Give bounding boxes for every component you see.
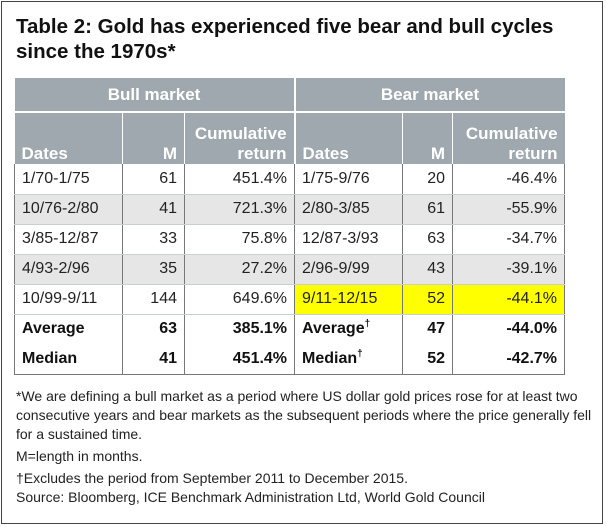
bull-m-cell: 33 (122, 224, 185, 255)
bear-dates-header: Dates (294, 111, 404, 164)
bear-dates-cell: 1/75-9/76 (294, 164, 404, 195)
bear-return-cell: -46.4% (452, 164, 566, 195)
bear-median-return: -42.7% (452, 344, 566, 375)
bear-average-label-cell: Average† (294, 313, 404, 344)
group-header-row: Bull market Bear market (14, 78, 565, 112)
bull-average-m: 63 (122, 313, 185, 344)
bull-return-cell: 721.3% (184, 194, 296, 225)
bear-dates-cell: 2/96-9/99 (294, 254, 404, 285)
bull-m-cell: 144 (122, 284, 185, 315)
gold-cycles-table: Bull market Bear market Dates M Cumulati… (14, 78, 566, 375)
return-header-line1: Cumulative (194, 124, 287, 143)
bull-m-cell: 41 (122, 194, 185, 225)
bear-dates-cell: 2/80-3/85 (294, 194, 404, 225)
bear-average-return: -44.0% (452, 313, 566, 344)
bull-dates-cell: 4/93-2/96 (14, 254, 123, 285)
bull-dates-cell: 10/99-9/11 (14, 284, 123, 315)
bear-return-header: Cumulative return (452, 111, 565, 164)
bull-return-cell: 451.4% (184, 164, 296, 195)
bear-median-label: Median (302, 349, 358, 367)
bull-return-cell: 27.2% (184, 254, 296, 285)
return-header-line2: return (508, 144, 558, 163)
footnote-dagger: †Excludes the period from September 2011… (16, 470, 408, 486)
bear-m-header: M (402, 111, 454, 164)
bull-market-header: Bull market (14, 78, 296, 112)
return-header-line1: Cumulative (465, 124, 558, 143)
average-row: Average 63 385.1% Average† 47 -44.0% (14, 313, 566, 344)
bull-return-cell: 75.8% (184, 224, 296, 255)
bear-m-cell-highlighted: 52 (402, 284, 454, 315)
bull-average-label: Average (14, 313, 123, 344)
bear-return-cell-highlighted: -44.1% (452, 284, 566, 315)
footnotes: *We are defining a bull market as a peri… (16, 387, 596, 507)
bear-dates-cell-highlighted: 9/11-12/15 (294, 284, 404, 315)
table-row: 1/70-1/75 61 451.4% 1/75-9/76 20 -46.4% (14, 164, 566, 195)
bull-return-cell: 649.6% (184, 284, 296, 315)
bull-median-m: 41 (122, 344, 185, 375)
table-row: 10/99-9/11 144 649.6% 9/11-12/15 52 -44.… (14, 284, 566, 315)
bull-m-cell: 35 (122, 254, 185, 285)
column-header-row: Dates M Cumulative return Dates M Cumulat… (14, 111, 565, 164)
bull-median-return: 451.4% (184, 344, 296, 375)
table-title: Table 2: Gold has experienced five bear … (16, 15, 554, 63)
bull-dates-cell: 10/76-2/80 (14, 194, 123, 225)
bear-m-cell: 63 (402, 224, 454, 255)
bear-return-cell: -39.1% (452, 254, 566, 285)
bear-return-cell: -55.9% (452, 194, 566, 225)
bull-dates-header: Dates (14, 111, 123, 164)
bull-dates-cell: 1/70-1/75 (14, 164, 123, 195)
bear-m-cell: 20 (402, 164, 454, 195)
table-row: 4/93-2/96 35 27.2% 2/96-9/99 43 -39.1% (14, 254, 566, 285)
table-row: 10/76-2/80 41 721.3% 2/80-3/85 61 -55.9% (14, 194, 566, 225)
bear-average-m: 47 (402, 313, 454, 344)
bull-m-header: M (122, 111, 185, 164)
dagger-mark: † (364, 318, 371, 330)
bear-median-m: 52 (402, 344, 454, 375)
footnote-m-definition: M=length in months. (16, 448, 143, 464)
bear-average-label: Average (302, 320, 365, 338)
bull-m-cell: 61 (122, 164, 185, 195)
return-header-line2: return (237, 144, 287, 163)
bear-dates-cell: 12/87-3/93 (294, 224, 404, 255)
footnote-definition: *We are defining a bull market as a peri… (16, 388, 592, 442)
median-row: Median 41 451.4% Median† 52 -42.7% (14, 344, 566, 375)
bull-return-header: Cumulative return (184, 111, 296, 164)
bear-m-cell: 61 (402, 194, 454, 225)
dagger-mark: † (357, 348, 363, 360)
bear-return-cell: -34.7% (452, 224, 566, 255)
bear-m-cell: 43 (402, 254, 454, 285)
bull-average-return: 385.1% (184, 313, 296, 344)
table-row: 3/85-12/87 33 75.8% 12/87-3/93 63 -34.7% (14, 224, 566, 255)
bull-median-label: Median (14, 344, 123, 375)
bear-market-header: Bear market (294, 78, 565, 112)
bear-median-label-cell: Median† (294, 344, 404, 375)
source-note: Source: Bloomberg, ICE Benchmark Adminis… (16, 489, 485, 505)
bull-dates-cell: 3/85-12/87 (14, 224, 123, 255)
